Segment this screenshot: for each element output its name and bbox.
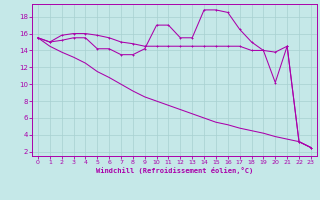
X-axis label: Windchill (Refroidissement éolien,°C): Windchill (Refroidissement éolien,°C) — [96, 167, 253, 174]
